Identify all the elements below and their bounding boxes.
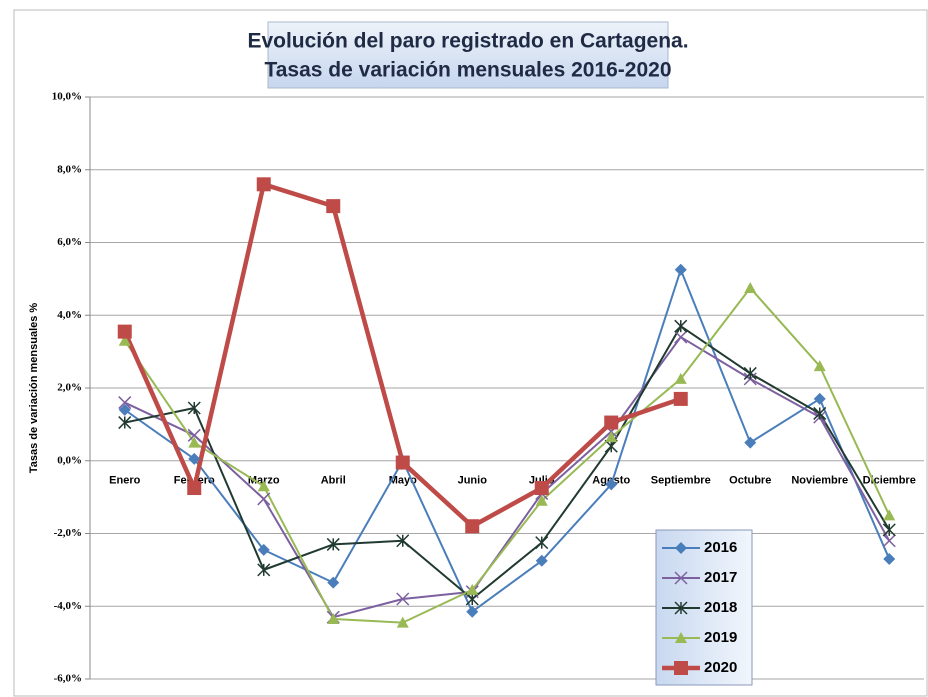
marker	[466, 583, 479, 595]
marker	[535, 554, 548, 567]
legend-marker	[674, 601, 688, 615]
marker	[882, 523, 896, 537]
marker	[604, 439, 618, 453]
marker	[813, 360, 826, 372]
legend-label: 2018	[704, 599, 737, 616]
marker	[883, 552, 896, 565]
marker	[466, 605, 479, 618]
marker	[326, 537, 340, 551]
marker	[118, 416, 132, 430]
series-line	[124, 336, 891, 619]
x-tick-label: Diciembre	[863, 475, 916, 487]
lines	[117, 177, 896, 628]
marker	[257, 563, 271, 577]
marker	[188, 452, 201, 465]
marker	[674, 319, 688, 333]
y-tick-label: 0,0%	[57, 454, 82, 466]
x-tick-label: Enero	[109, 475, 140, 487]
legend-label: 2016	[704, 539, 737, 556]
marker	[744, 281, 757, 293]
series-line	[124, 268, 891, 613]
chart-frame	[13, 9, 928, 697]
marker	[813, 392, 826, 405]
marker	[188, 436, 201, 448]
marker	[118, 396, 132, 410]
x-tick-label: Noviembre	[791, 475, 848, 487]
marker	[465, 519, 480, 534]
marker	[187, 428, 201, 442]
legend-marker	[674, 661, 688, 675]
marker	[605, 431, 618, 443]
y-tick-label: -6,0%	[54, 673, 82, 685]
marker	[326, 199, 341, 214]
y-tick-label: -2,0%	[54, 527, 82, 539]
marker	[674, 330, 688, 344]
legend-label: 2020	[704, 659, 737, 676]
y-tick-label: 8,0%	[57, 163, 82, 175]
legend: 2016 2017 2018 2019 2020	[662, 539, 737, 676]
y-tick-label: -4,0%	[54, 600, 82, 612]
marker	[327, 612, 340, 624]
y-tick-label: 2,0%	[57, 382, 82, 394]
series-line	[123, 286, 891, 624]
marker	[673, 391, 688, 406]
marker	[327, 576, 340, 589]
series-line	[124, 325, 891, 600]
legend-marker	[675, 632, 687, 643]
marker	[535, 536, 549, 550]
marker	[118, 403, 131, 416]
x-tick-label: Abril	[321, 475, 346, 487]
marker	[257, 543, 270, 556]
marker	[187, 401, 201, 415]
y-tick-label: 10,0%	[52, 91, 82, 103]
marker	[674, 372, 687, 384]
marker	[117, 324, 132, 339]
marker	[535, 494, 548, 506]
marker	[604, 415, 619, 430]
marker	[813, 406, 827, 420]
marker	[882, 534, 896, 548]
marker	[674, 263, 687, 276]
marker	[118, 334, 131, 346]
marker	[396, 534, 410, 548]
legend-label: 2017	[704, 569, 737, 586]
y-tick-label: 4,0%	[57, 309, 82, 321]
marker	[605, 478, 618, 491]
marker	[396, 592, 410, 606]
x-tick-label: Octubre	[729, 475, 771, 487]
marker	[743, 366, 757, 380]
y-tick-label: 6,0%	[57, 236, 82, 248]
marker	[465, 592, 479, 606]
legend-marker	[674, 571, 688, 585]
marker	[257, 480, 270, 492]
legend-label: 2019	[704, 629, 737, 646]
marker	[257, 492, 271, 506]
marker	[187, 481, 202, 496]
x-tick-label: Septiembre	[651, 475, 711, 487]
marker	[396, 616, 409, 628]
title-box	[267, 21, 669, 89]
legend-marker	[675, 542, 687, 554]
grid: -6,0% -4,0% -2,0% 0,0% 2,0% 4,0% 6,0% 8,0% 10,0%…	[52, 91, 924, 685]
x-tick-label: Junio	[458, 475, 488, 487]
marker	[744, 436, 757, 449]
y-axis-label: Tasas de variación mensuales %	[28, 303, 40, 474]
marker	[534, 481, 549, 496]
marker	[395, 455, 410, 470]
chart-subtitle: Tasas de variación mensuales 2016-2020	[264, 59, 671, 82]
marker	[256, 177, 271, 192]
marker	[883, 509, 896, 521]
chart-title: Evolución del paro registrado en Cartage…	[247, 30, 688, 53]
